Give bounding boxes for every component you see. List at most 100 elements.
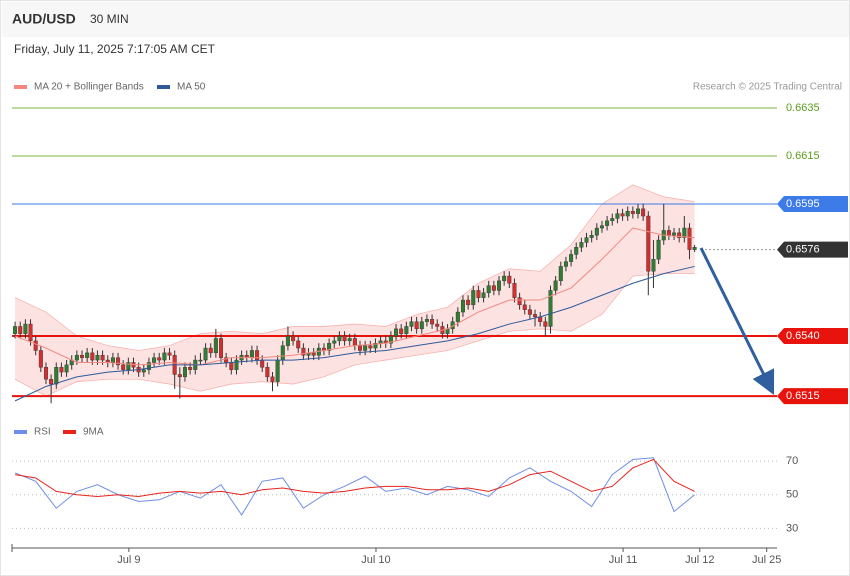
x-tick-label: Jul 9	[117, 554, 140, 566]
candle-body	[569, 254, 574, 262]
candle-body	[234, 359, 239, 370]
candle-body	[656, 239, 661, 260]
candle-body	[38, 350, 43, 368]
candle-body	[85, 352, 90, 358]
x-tick-label: Jul 11	[609, 554, 638, 566]
candle-body	[285, 335, 290, 346]
title: AUD/USD	[12, 11, 76, 27]
candle-body	[188, 367, 193, 370]
candle-body	[43, 367, 48, 380]
candle-body	[280, 345, 285, 361]
price-tag	[777, 328, 848, 345]
candle-body	[152, 357, 157, 363]
candle-body	[533, 314, 538, 318]
y-tick-label: 30	[786, 522, 798, 534]
candle-body	[620, 213, 625, 217]
candle-body	[491, 285, 496, 291]
price-label: 0.6515	[786, 390, 820, 402]
price-label: 0.6635	[786, 102, 820, 114]
price-label: 0.6615	[786, 150, 820, 162]
candle-body	[90, 352, 95, 361]
candle-body	[208, 347, 213, 354]
candle-body	[579, 242, 584, 248]
candle-body	[486, 285, 491, 294]
candle-body	[677, 232, 682, 238]
timeframe: 30 MIN	[90, 12, 129, 26]
candle-body	[162, 352, 167, 361]
candle-body	[311, 352, 316, 356]
candle-body	[507, 275, 512, 284]
candle-body	[589, 235, 594, 238]
candle-body	[687, 227, 692, 250]
candle-body	[599, 225, 604, 229]
candle-body	[23, 323, 28, 334]
price-tag	[777, 388, 848, 405]
candle-body	[455, 311, 460, 322]
indicator-line	[15, 458, 695, 497]
candle-body	[229, 362, 234, 370]
candle-body	[146, 362, 151, 370]
candle-body	[59, 367, 64, 373]
candle-body	[435, 323, 440, 327]
candle-body	[121, 364, 126, 370]
candle-body	[100, 355, 105, 361]
candle-body	[74, 355, 79, 361]
candle-body	[517, 297, 522, 306]
candle-body	[692, 247, 697, 250]
candle-body	[394, 328, 399, 337]
legend-label: MA 50	[177, 82, 206, 93]
candle-body	[255, 350, 260, 361]
candle-body	[49, 379, 54, 385]
candle-body	[167, 352, 172, 356]
candle-body	[615, 213, 620, 219]
candle-body	[373, 343, 378, 349]
candle-body	[584, 237, 589, 243]
candle-body	[80, 355, 85, 358]
candle-body	[54, 367, 59, 385]
candle-body	[610, 218, 615, 222]
candle-body	[636, 208, 641, 214]
candle-body	[275, 359, 280, 382]
candle-body	[213, 338, 218, 354]
candle-body	[594, 227, 599, 236]
header-bar	[2, 2, 849, 37]
candle-body	[574, 247, 579, 255]
candle-body	[157, 357, 162, 361]
candle-body	[512, 283, 517, 298]
candle-body	[203, 347, 208, 361]
bollinger-fill	[15, 184, 695, 397]
source: Research © 2025 Trading Central	[693, 82, 842, 93]
candle-body	[625, 211, 630, 217]
candle-body	[126, 362, 131, 370]
price-label: 0.6576	[786, 244, 820, 256]
candle-body	[476, 290, 481, 298]
candle-body	[388, 335, 393, 344]
candle-body	[342, 335, 347, 342]
legend-label: 9MA	[83, 427, 104, 438]
candle-body	[460, 299, 465, 313]
candle-body	[471, 290, 476, 306]
candle-body	[404, 326, 409, 334]
candle-body	[347, 338, 352, 342]
candle-body	[666, 230, 671, 236]
candle-body	[641, 208, 646, 217]
candle-body	[33, 340, 38, 351]
candle-body	[399, 328, 404, 334]
bollinger-lower	[14, 273, 695, 397]
candle-body	[481, 292, 486, 298]
candle-body	[265, 367, 270, 378]
candle-body	[558, 266, 563, 282]
candle-body	[28, 323, 33, 342]
candle-body	[301, 347, 306, 356]
candle-body	[563, 261, 568, 267]
candle-body	[497, 280, 502, 291]
candle-body	[95, 355, 100, 361]
candle-body	[198, 359, 203, 362]
candle-body	[368, 345, 373, 349]
candle-body	[296, 340, 301, 349]
forecast-arrow	[699, 247, 775, 396]
legend-swatch	[157, 85, 170, 89]
candle-body	[270, 376, 275, 382]
bollinger-upper	[14, 184, 695, 351]
candle-body	[352, 338, 357, 346]
